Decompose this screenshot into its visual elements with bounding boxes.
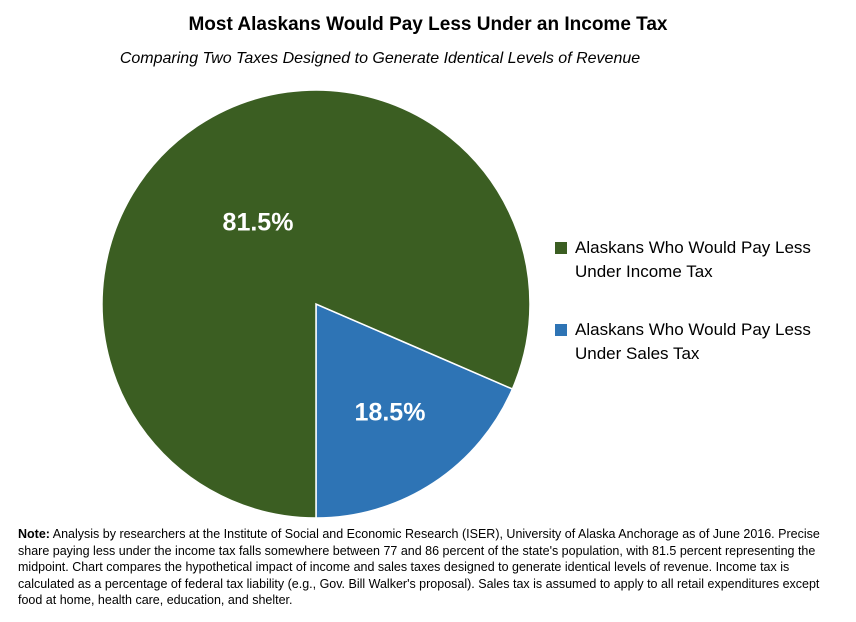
legend-label-sales-tax: Alaskans Who Would Pay Less Under Sales … [575,320,811,363]
data-label-sales-tax: 18.5% [355,399,426,427]
legend-label-income-tax: Alaskans Who Would Pay Less Under Income… [575,238,811,281]
footnote-text: Analysis by researchers at the Institute… [18,527,820,607]
slice-income-tax [101,89,531,519]
slice-sales-tax [315,302,514,519]
legend: Alaskans Who Would Pay Less Under Income… [555,236,850,400]
chart-subtitle: Comparing Two Taxes Designed to Generate… [119,50,641,67]
data-label-income-tax: 81.5% [223,209,294,237]
pie-chart: 81.5% 18.5% [101,89,531,519]
legend-swatch-sales-tax [555,324,567,336]
footnote-label: Note: [18,527,50,541]
legend-item-income-tax: Alaskans Who Would Pay Less Under Income… [555,236,850,284]
chart-title: Most Alaskans Would Pay Less Under an In… [188,14,668,35]
footnote: Note: Analysis by researchers at the Ins… [18,526,843,609]
legend-swatch-income-tax [555,242,567,254]
legend-item-sales-tax: Alaskans Who Would Pay Less Under Sales … [555,318,850,366]
